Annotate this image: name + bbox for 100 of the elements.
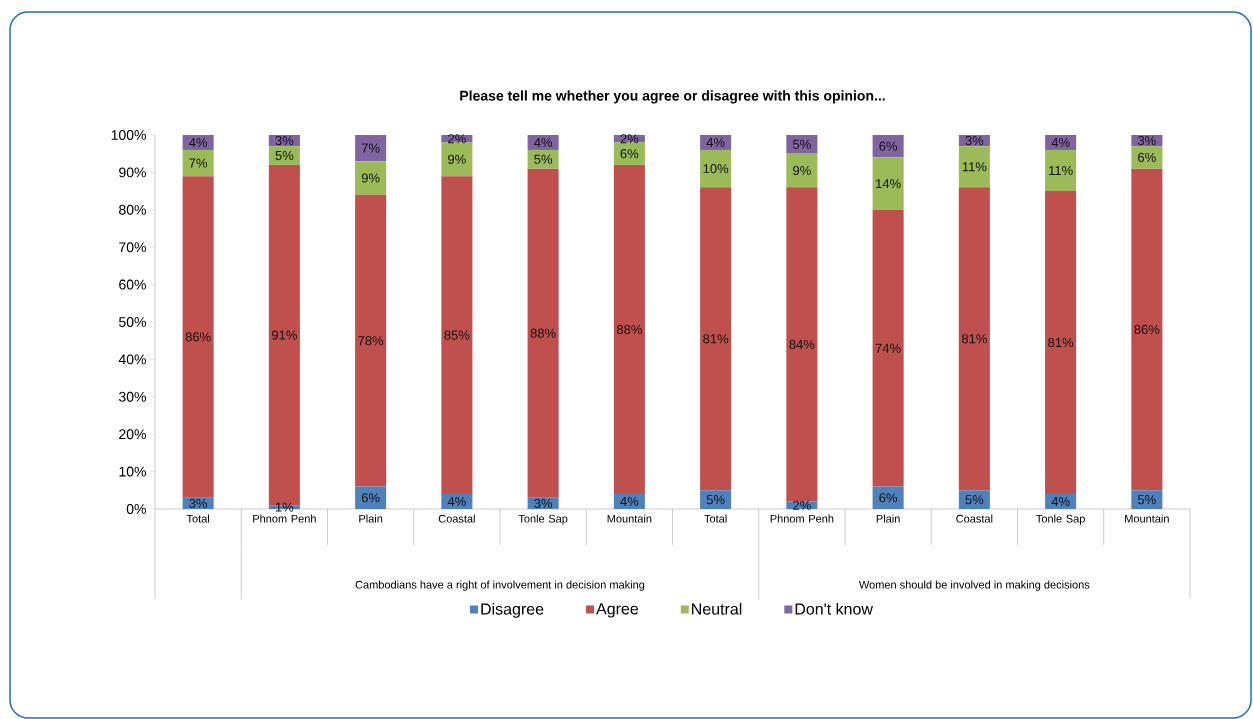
data-label: 91% (271, 330, 297, 340)
bar (786, 153, 818, 188)
data-label: 86% (185, 332, 211, 342)
data-label: 84% (789, 339, 815, 350)
chart-title: Please tell me whether you agree or disagree with this opinion... (460, 90, 885, 104)
y-tick-label: 10% (119, 466, 146, 477)
bar (958, 187, 990, 491)
x-tick-label: Plain (359, 514, 383, 523)
text: Women should be involved in making decisions (858, 580, 1090, 591)
data-label: 5% (534, 154, 553, 164)
data-label: 3% (534, 498, 553, 508)
data-label: 11% (1049, 165, 1073, 176)
data-label: 85% (444, 330, 470, 340)
bar (1045, 149, 1077, 192)
bar (182, 176, 214, 498)
data-label: 4% (1051, 137, 1070, 148)
x-tick-label: Phnom Penh (253, 514, 316, 523)
x-tick-label: Tonle Sap (518, 514, 568, 525)
y-tick-label: 20% (119, 429, 146, 440)
bar (700, 149, 732, 188)
x-tick-label: Total (704, 514, 727, 523)
y-tick-label: 40% (118, 354, 146, 365)
bar (355, 161, 387, 195)
data-label: 3% (965, 135, 984, 146)
x-tick-label: Phnom Penh (770, 514, 834, 523)
data-label: 3% (275, 135, 294, 146)
bar (355, 134, 387, 162)
bar (958, 490, 990, 509)
bar (786, 187, 818, 502)
bar (958, 146, 990, 188)
data-label: 5% (965, 495, 984, 505)
bar (355, 194, 387, 487)
legend-label: Neutral (692, 602, 742, 615)
data-label: 3% (189, 498, 208, 508)
data-label: 2% (448, 134, 466, 144)
bar (268, 146, 300, 165)
x-tick-label: Coastal (956, 514, 993, 523)
data-label: 5% (706, 495, 725, 505)
data-label: 81% (961, 334, 987, 344)
x-tick-label: Plain (876, 514, 900, 523)
y-tick-label: 60% (119, 279, 146, 290)
bar (1131, 146, 1163, 169)
data-label: 6% (1138, 152, 1156, 163)
y-tick-label: 100% (111, 130, 146, 140)
bar (441, 176, 473, 495)
data-label: 4% (620, 496, 639, 507)
data-label: 6% (879, 493, 898, 503)
bar (872, 157, 904, 210)
data-label: 88% (530, 328, 556, 338)
data-label: 6% (879, 141, 898, 151)
text: Cambodians have a right of involvement in decision making (355, 580, 645, 591)
bar (700, 490, 732, 509)
y-tick-label: 70% (119, 242, 146, 253)
legend-label: Don't know (795, 602, 873, 615)
bar (786, 134, 818, 154)
bar (355, 486, 387, 509)
bar (613, 164, 645, 495)
bar (527, 149, 559, 169)
y-tick-label: 0% (126, 504, 146, 514)
bar (872, 209, 904, 487)
bar (872, 134, 904, 158)
data-label: 81% (703, 334, 729, 344)
data-label: 5% (275, 150, 294, 161)
data-label: 7% (361, 143, 380, 153)
bar (441, 142, 473, 177)
data-label: 9% (448, 154, 466, 164)
data-label: 6% (620, 149, 639, 159)
data-label: 4% (447, 496, 466, 507)
x-tick-label: Mountain (1125, 514, 1169, 523)
data-label: 10% (703, 164, 729, 174)
y-tick-label: 90% (119, 167, 146, 178)
data-label: 4% (189, 137, 208, 148)
data-label: 14% (876, 179, 901, 189)
data-label: 6% (361, 493, 380, 503)
y-tick-label: 50% (119, 317, 146, 327)
x-tick-label: Tonle Sap (1036, 514, 1085, 525)
legend-label: Agree (596, 603, 639, 618)
bar (1131, 490, 1163, 509)
data-label: 74% (875, 343, 901, 353)
x-tick-label: Total (186, 514, 210, 523)
data-label: 11% (962, 162, 987, 172)
bar (1131, 168, 1163, 491)
x-tick-label: Mountain (607, 514, 652, 523)
data-label: 5% (1137, 495, 1156, 505)
bar (1045, 191, 1077, 495)
data-label: 2% (793, 500, 811, 510)
data-label: 4% (706, 137, 725, 148)
data-label: 9% (793, 165, 811, 176)
data-label: 86% (1134, 324, 1160, 335)
data-label: 78% (358, 336, 384, 346)
bar (182, 149, 214, 177)
data-label: 5% (792, 139, 811, 149)
legend-label: Disagree (481, 602, 544, 618)
data-label: 4% (1051, 496, 1070, 507)
data-label: 9% (361, 173, 380, 183)
data-label: 3% (1137, 135, 1156, 146)
data-label: 81% (1048, 337, 1074, 348)
data-label: 88% (616, 324, 642, 335)
data-label: 4% (534, 137, 553, 148)
y-tick-label: 80% (119, 204, 146, 215)
